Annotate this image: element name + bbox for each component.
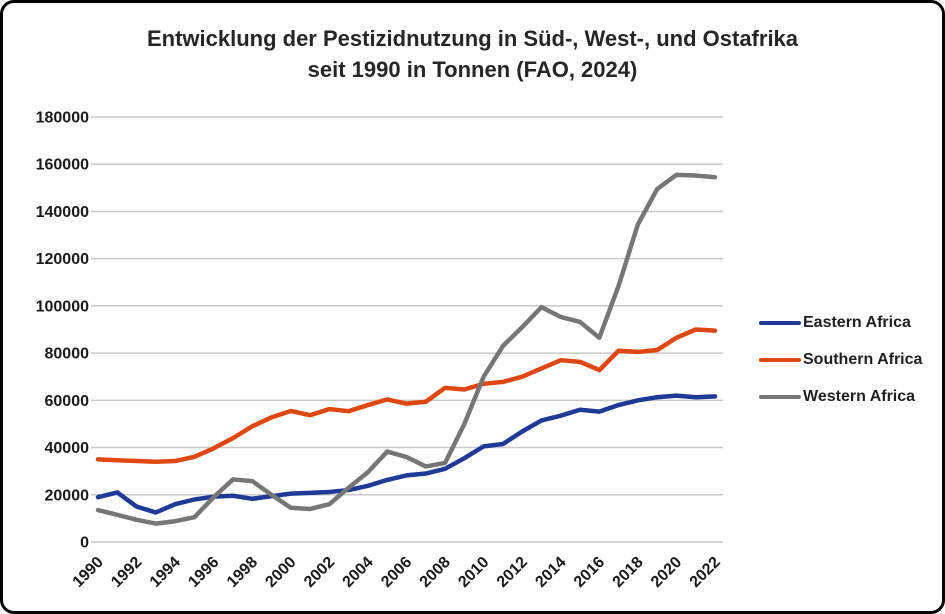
y-axis-tick-label: 120000 [36, 251, 89, 268]
chart-title-line2: seit 1990 in Tonnen (FAO, 2024) [307, 57, 638, 82]
x-axis-tick-label: 2010 [455, 554, 492, 591]
x-axis-tick-label: 2018 [610, 554, 647, 591]
line-chart: 0 20000 40000 60000 80000 100000 120000 140000 1… [36, 110, 724, 591]
chart-title: Entwicklung der Pestizidnutzung in Süd-,… [3, 23, 942, 85]
x-axis-tick-label: 2014 [532, 554, 569, 591]
x-axis-tick-label: 2004 [340, 554, 377, 591]
x-axis-tick-label: 2008 [417, 554, 454, 591]
x-axis-tick-label: 2012 [494, 554, 531, 591]
western-africa-line-swatch [759, 394, 801, 399]
y-axis-tick-label: 20000 [45, 487, 90, 504]
x-axis-tick-label: 1990 [70, 554, 107, 591]
x-axis-tick-label: 1996 [185, 554, 222, 591]
eastern-africa-line-swatch [759, 320, 801, 325]
y-axis-tick-label: 100000 [36, 298, 89, 315]
y-axis-tick-label: 140000 [36, 204, 89, 221]
x-axis-tick-label: 2002 [301, 554, 338, 591]
southern-africa-line-swatch [759, 357, 801, 362]
legend-label: Southern Africa [803, 350, 923, 368]
y-axis-tick-label: 180000 [36, 110, 89, 127]
x-axis-tick-label: 1994 [147, 554, 184, 591]
x-axis-tick-label: 2020 [648, 554, 685, 591]
x-axis-tick-label: 1998 [224, 554, 261, 591]
legend-label: Eastern Africa [803, 313, 911, 331]
x-axis-tick-label: 2006 [378, 554, 415, 591]
y-axis-tick-label: 160000 [36, 157, 89, 174]
legend-item-southern-africa: Southern Africa [759, 341, 922, 378]
legend-label: Western Africa [803, 387, 916, 405]
x-axis-tick-label: 2016 [571, 554, 608, 591]
legend-item-western-africa: Western Africa [759, 378, 922, 415]
series-line-eastern-africa [95, 393, 718, 515]
x-axis-tick-label: 2000 [262, 554, 299, 591]
series-line-western-africa [95, 172, 718, 526]
y-axis-tick-label: 0 [80, 535, 89, 552]
x-axis-tick-label: 1992 [108, 554, 145, 591]
y-axis-tick-label: 40000 [45, 440, 90, 457]
x-axis-tick-label: 2022 [687, 554, 724, 591]
legend-item-eastern-africa: Eastern Africa [759, 304, 922, 341]
chart-title-line1: Entwicklung der Pestizidnutzung in Süd-,… [146, 26, 799, 51]
y-axis-tick-label: 80000 [45, 346, 90, 363]
chart-legend: Eastern Africa Southern Africa Western A… [759, 304, 922, 415]
y-axis-tick-label: 60000 [45, 393, 90, 410]
series-line-southern-africa [95, 327, 718, 464]
